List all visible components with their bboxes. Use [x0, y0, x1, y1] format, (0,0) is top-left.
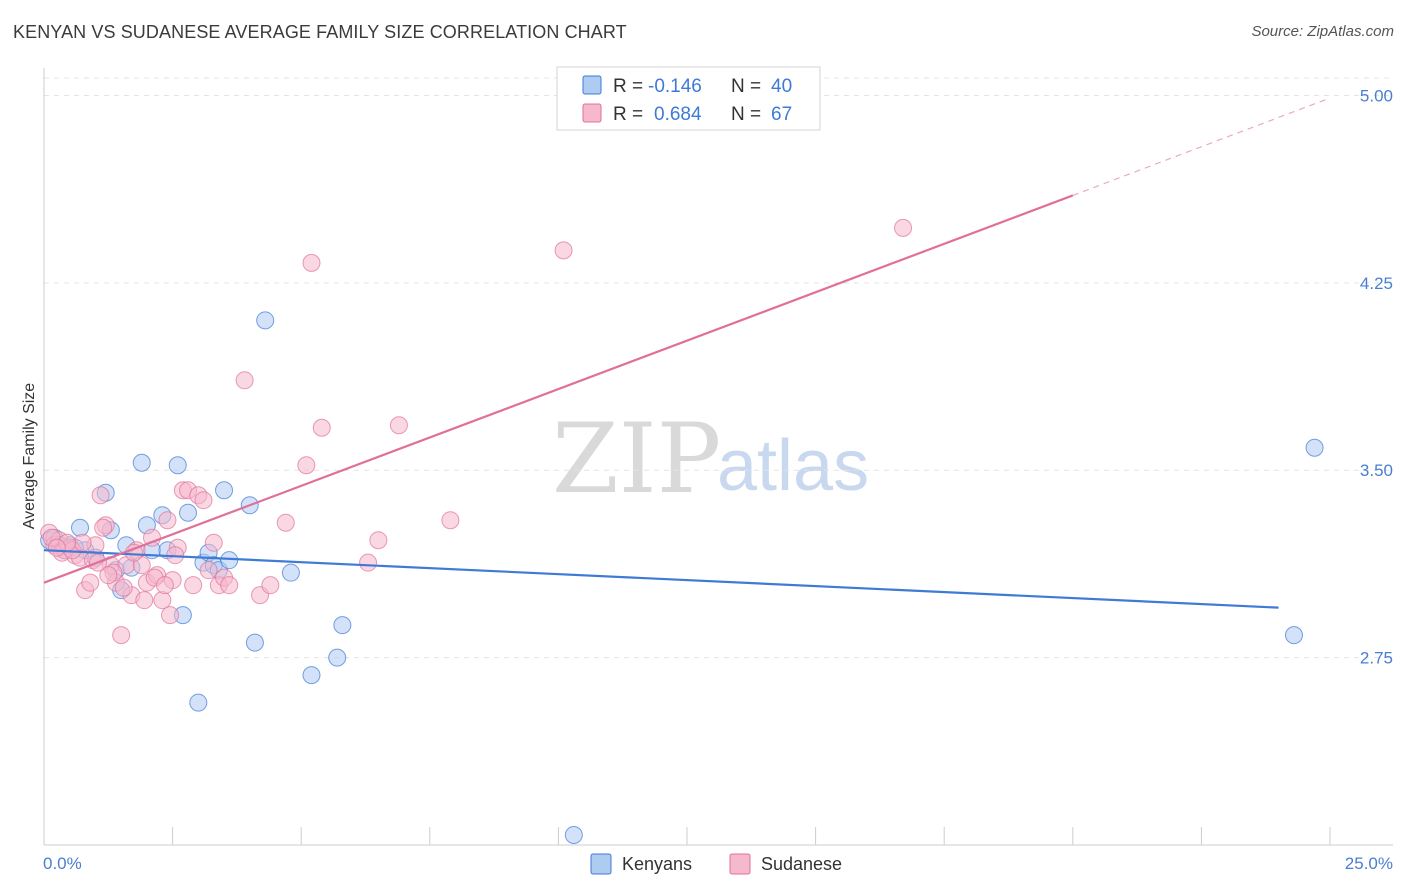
kenyan-point: [189, 693, 208, 712]
correlation-legend: R = -0.146 N = 40 R = 0.684 N = 67: [556, 66, 821, 131]
sudanese-point: [135, 591, 154, 610]
sudanese-point: [199, 561, 218, 580]
sudanese-point: [161, 606, 180, 625]
kenyan-point: [71, 518, 90, 537]
sudanese-point: [297, 456, 316, 475]
sudanese-point: [73, 533, 92, 552]
kenyan-point: [215, 481, 234, 500]
sudanese-point: [235, 371, 254, 390]
y-tick-label: 2.75: [1360, 649, 1393, 668]
series-legend: Kenyans Sudanese: [590, 853, 842, 875]
sudanese-point: [276, 513, 295, 532]
sudanese-point: [114, 578, 133, 597]
sudanese-point: [220, 576, 239, 595]
legend-kenyan-n-value: 40: [771, 76, 792, 97]
legend-kenyan-r-label: R =: [613, 76, 643, 97]
y-tick-label: 5.00: [1360, 86, 1393, 105]
sudanese-point: [158, 511, 177, 530]
sudanese-points: [40, 218, 913, 645]
kenyan-point: [132, 453, 151, 472]
kenyan-point: [245, 633, 264, 652]
x-tick-label-min: 0.0%: [43, 854, 82, 873]
sudanese-point: [81, 573, 100, 592]
sudanese-point: [184, 576, 203, 595]
sudanese-point: [312, 418, 331, 437]
sudanese-point: [359, 553, 378, 572]
sudanese-point: [389, 416, 408, 435]
kenyan-point: [333, 616, 352, 635]
watermark-zip: ZIP: [552, 403, 721, 515]
legend-sudanese-r-label: R =: [613, 104, 643, 125]
y-tick-label: 4.25: [1360, 274, 1393, 293]
sudanese-point: [261, 576, 280, 595]
x-ticks: [43, 827, 1331, 845]
kenyan-point: [564, 826, 583, 845]
kenyan-point: [168, 456, 187, 475]
sudanese-trendline: [43, 194, 1074, 584]
legend-kenyan-swatch: [582, 75, 602, 95]
bottom-legend-sudanese-label: Sudanese: [761, 854, 842, 874]
y-tick-labels: 2.75 3.50 4.25 5.00: [1360, 86, 1393, 667]
chart-title: KENYAN VS SUDANESE AVERAGE FAMILY SIZE C…: [13, 22, 627, 42]
kenyan-point: [281, 563, 300, 582]
legend-sudanese-n-value: 67: [771, 104, 792, 125]
legend-sudanese-swatch: [582, 103, 602, 123]
bottom-legend-kenyan-swatch: [590, 853, 612, 875]
sudanese-point: [94, 518, 113, 537]
kenyan-point: [256, 311, 275, 330]
bottom-legend-kenyan-label: Kenyans: [622, 854, 692, 874]
kenyan-point: [1305, 438, 1324, 457]
sudanese-point: [194, 491, 213, 510]
y-tick-label: 3.50: [1360, 461, 1393, 480]
legend-kenyan-n-label: N =: [731, 76, 761, 97]
sudanese-point: [204, 533, 223, 552]
sudanese-point: [99, 566, 118, 585]
sudanese-point: [554, 241, 573, 260]
sudanese-point: [441, 511, 460, 530]
kenyan-trendline: [43, 549, 1279, 609]
y-axis-label: Average Family Size: [21, 383, 38, 530]
trendlines: [43, 97, 1331, 609]
source-label: Source: ZipAtlas.com: [1251, 23, 1394, 40]
sudanese-trendline-extension: [1072, 97, 1331, 196]
sudanese-point: [153, 591, 172, 610]
sudanese-point: [302, 253, 321, 272]
sudanese-point: [47, 538, 66, 557]
gridlines: [44, 77, 1393, 659]
legend-sudanese-r-value: 0.684: [654, 104, 702, 125]
sudanese-point: [369, 531, 388, 550]
sudanese-point: [155, 576, 174, 595]
legend-sudanese-n-label: N =: [731, 104, 761, 125]
sudanese-point: [112, 626, 131, 645]
legend-kenyan-r-value: -0.146: [648, 76, 702, 97]
sudanese-point: [894, 218, 913, 237]
kenyan-point: [1284, 626, 1303, 645]
watermark-atlas: atlas: [717, 426, 869, 506]
bottom-legend-sudanese-swatch: [729, 853, 751, 875]
sudanese-point: [91, 486, 110, 505]
kenyan-point: [328, 648, 347, 667]
kenyan-point: [179, 503, 198, 522]
kenyan-point: [302, 666, 321, 685]
x-tick-label-max: 25.0%: [1345, 854, 1393, 873]
